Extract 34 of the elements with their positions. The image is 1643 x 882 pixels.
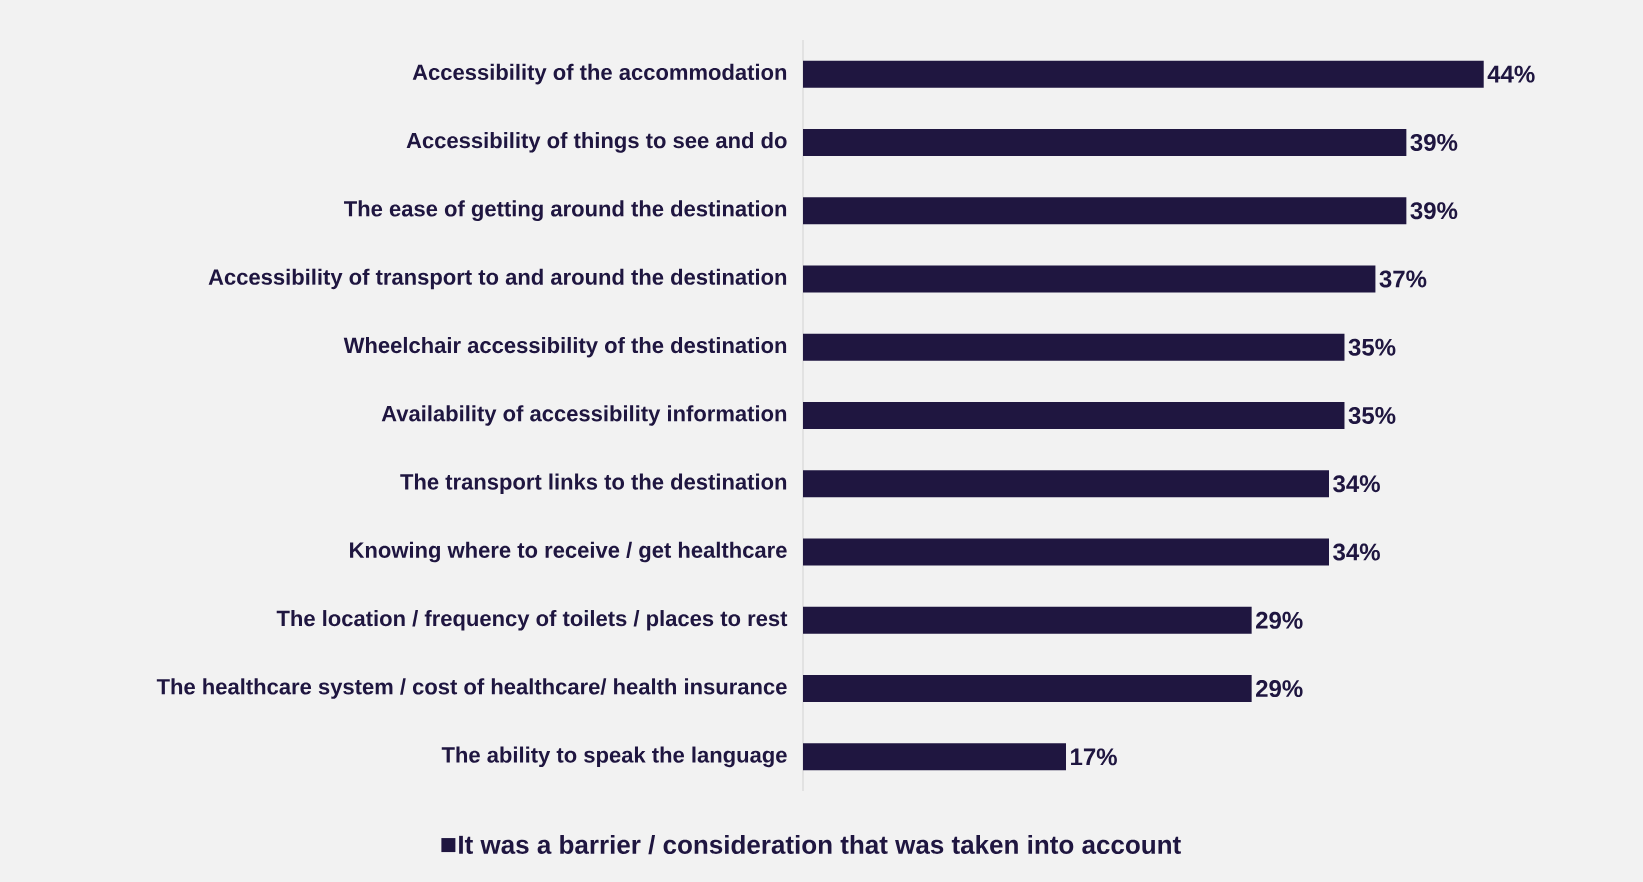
- data-label: 29%: [1256, 611, 1303, 629]
- bar: [803, 470, 1329, 498]
- data-label: 34%: [1333, 543, 1380, 561]
- y-tick-label: Accessibility of transport to and around the destination: [208, 268, 787, 290]
- data-label: 34%: [1333, 475, 1380, 493]
- bar: [803, 265, 1376, 293]
- y-tick-label: The healthcare system / cost of healthcare/ health insurance: [156, 678, 787, 699]
- bar: [803, 333, 1345, 361]
- y-tick-label: Wheelchair accessibility of the destination: [343, 336, 787, 358]
- bar: [803, 538, 1329, 566]
- data-label: 39%: [1410, 133, 1458, 151]
- y-tick-label: The location / frequency of toilets / places to rest: [276, 610, 788, 631]
- y-tick-label: The ease of getting around the destination: [344, 200, 787, 221]
- data-label: 35%: [1348, 406, 1396, 424]
- bar: [803, 606, 1252, 634]
- y-tick-label: Accessibility of things to see and do: [406, 132, 787, 153]
- data-label: 44%: [1487, 65, 1535, 83]
- bar: [803, 128, 1407, 156]
- y-tick-label: The ability to speak the language: [441, 746, 787, 768]
- bar: [803, 197, 1407, 225]
- data-label: 17%: [1071, 748, 1117, 766]
- data-label: 37%: [1379, 270, 1427, 288]
- data-label: 29%: [1256, 680, 1303, 698]
- bar: [803, 60, 1484, 88]
- y-tick-label: Accessibility of the accommodation: [412, 63, 787, 85]
- bar: [803, 743, 1066, 771]
- y-tick-label: The transport links to the destination: [400, 473, 787, 495]
- y-tick-label: Knowing where to receive / get healthcare: [350, 541, 787, 563]
- bar: [803, 401, 1345, 429]
- data-label: 39%: [1410, 202, 1458, 220]
- legend-label: It was a barrier / consideration that was taken into account: [459, 834, 1181, 855]
- y-tick-label: Availability of accessibility information: [381, 405, 787, 426]
- data-label: 35%: [1348, 338, 1396, 356]
- bar: [803, 675, 1252, 703]
